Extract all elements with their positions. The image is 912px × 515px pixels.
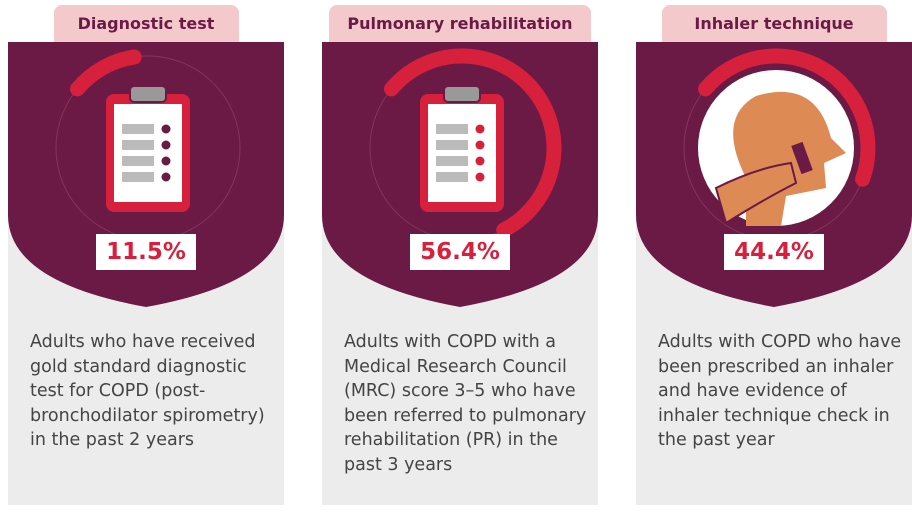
check-mark — [476, 141, 485, 150]
check-mark — [476, 173, 485, 182]
infographic: Diagnostic test 11.5% Adults who have rece… — [0, 0, 912, 515]
percentage-label: 44.4% — [724, 234, 824, 270]
card-description: Adults with COPD who have been prescribe… — [658, 330, 908, 453]
text-lines — [122, 156, 154, 166]
card-description: Adults who have received gold standard d… — [30, 330, 280, 453]
star — [162, 141, 171, 150]
clipboard-paper — [114, 104, 182, 202]
star — [162, 125, 171, 134]
clipboard-paper — [428, 104, 496, 202]
card-title: Diagnostic test — [54, 5, 239, 42]
text-lines — [436, 156, 468, 166]
card-title: Pulmonary rehabilitation — [329, 5, 591, 42]
clipboard-clip — [444, 86, 480, 102]
clipboard-clip — [130, 86, 166, 102]
clipboard-icon — [420, 86, 504, 212]
text-lines — [436, 172, 468, 182]
check-mark — [476, 157, 485, 166]
card-description: Adults with COPD with a Medical Research… — [344, 330, 594, 477]
percentage-label: 56.4% — [410, 234, 510, 270]
percentage-label: 11.5% — [96, 234, 196, 270]
text-lines — [122, 172, 154, 182]
star — [162, 173, 171, 182]
card-title: Inhaler technique — [662, 5, 887, 42]
star — [162, 157, 171, 166]
text-lines — [436, 124, 468, 134]
text-lines — [122, 124, 154, 134]
clipboard-icon — [106, 86, 190, 212]
text-lines — [436, 140, 468, 150]
check-mark — [476, 125, 485, 134]
text-lines — [122, 140, 154, 150]
